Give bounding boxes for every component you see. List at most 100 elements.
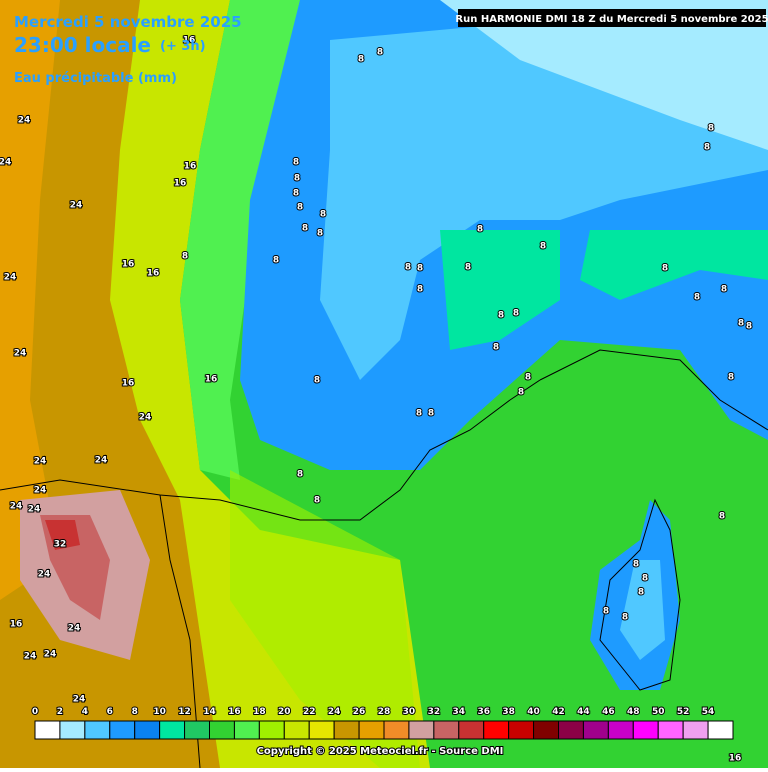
colorbar-label: 54 [702, 707, 715, 717]
contour-label: 24 [14, 349, 27, 359]
contour-label: 8 [297, 203, 303, 213]
colorbar-box [34, 720, 61, 740]
colorbar-box [358, 720, 385, 740]
colorbar-label: 20 [278, 707, 291, 717]
contour-label: 8 [708, 124, 714, 134]
colorbar-label: 40 [527, 707, 540, 717]
time-title: 23:00 locale [14, 33, 151, 57]
colorbar-box [558, 720, 584, 740]
colorbar-label: 8 [132, 707, 138, 717]
contour-label: 16 [147, 269, 160, 279]
contour-label: 8 [719, 512, 725, 522]
contour-label: 8 [358, 55, 364, 65]
contour-label: 24 [18, 116, 31, 126]
colorbar-box [258, 720, 285, 740]
contour-label: 24 [28, 505, 41, 515]
contour-label: 24 [10, 502, 23, 512]
colorbar-label: 32 [428, 707, 441, 717]
contour-label: 8 [477, 225, 483, 235]
contour-label: 16 [174, 179, 187, 189]
contour-label: 8 [738, 319, 744, 329]
contour-label: 16 [183, 36, 196, 46]
coastlines [0, 349, 768, 769]
contour-label: 8 [493, 343, 499, 353]
colorbar-label: 24 [328, 707, 341, 717]
colorbar-box [109, 720, 136, 740]
colorbar-box [657, 720, 684, 740]
contour-label: 24 [95, 456, 108, 466]
colorbar-box [333, 720, 360, 740]
contour-label: 8 [728, 373, 734, 383]
colorbar-label: 28 [378, 707, 391, 717]
contour-label: 24 [24, 652, 37, 662]
colorbar-label: 26 [353, 707, 366, 717]
contour-label: 8 [314, 496, 320, 506]
colorbar-label: 0 [32, 707, 38, 717]
colorbar-label: 12 [178, 707, 191, 717]
colorbar-box [283, 720, 310, 740]
colorbar-label: 18 [253, 707, 266, 717]
colorbar-label: 4 [82, 707, 88, 717]
contour-label: 8 [498, 311, 504, 321]
colorbar-box [209, 720, 235, 740]
colorbar-label: 22 [303, 707, 316, 717]
colorbar-box [483, 720, 510, 740]
contour-label: 24 [34, 486, 47, 496]
contour-label: 8 [320, 210, 326, 220]
colorbar-box [508, 720, 535, 740]
colorbar-box [59, 720, 86, 740]
colorbar-box [84, 720, 111, 740]
date-title: Mercredi 5 novembre 2025 [14, 13, 242, 31]
contour-label: 8 [746, 322, 752, 332]
colorbar-label: 14 [203, 707, 216, 717]
contour-label: 24 [34, 457, 47, 467]
colorbar-box [383, 720, 410, 740]
contour-label: 24 [70, 201, 83, 211]
contour-label: 24 [44, 650, 57, 660]
contour-label: 8 [417, 264, 423, 274]
contour-label: 24 [73, 695, 86, 705]
contour-label: 8 [428, 409, 434, 419]
colorbar-label: 6 [107, 707, 113, 717]
contour-label: 8 [540, 242, 546, 252]
colorbar-label: 42 [552, 707, 565, 717]
colorbar-label: 46 [602, 707, 615, 717]
run-info: Run HARMONIE DMI 18 Z du Mercredi 5 nove… [455, 14, 768, 25]
colorbar-label: 36 [477, 707, 490, 717]
colorbar-box [433, 720, 460, 740]
contour-label: 8 [513, 309, 519, 319]
contour-label: 16 [184, 162, 197, 172]
contour-label: 16 [10, 620, 23, 630]
colorbar-label: 34 [453, 707, 466, 717]
colorbar-box [632, 720, 659, 740]
colorbar-label: 10 [153, 707, 166, 717]
colorbar-box [707, 720, 734, 740]
contour-label: 16 [205, 375, 218, 385]
colorbar-box [184, 720, 210, 740]
contour-label: 8 [416, 409, 422, 419]
field-name: Eau précipitable (mm) [14, 71, 177, 86]
title-block: Mercredi 5 novembre 2025 23:00 locale (+… [14, 13, 242, 86]
contour-label: 8 [297, 470, 303, 480]
contour-label: 8 [642, 574, 648, 584]
contour-label: 8 [662, 264, 668, 274]
contour-label: 8 [417, 285, 423, 295]
colorbar-box [233, 720, 260, 740]
colorbar: 0 2 4 6 8 10 12 14 16 18 20 22 24 26 28 30 32 34 36 38 40 42 4… [31, 706, 734, 740]
run-box [458, 9, 766, 27]
contour-label: 8 [405, 263, 411, 273]
contour-label: 24 [38, 570, 51, 580]
contour-label: 24 [139, 413, 152, 423]
colorbar-box [134, 720, 161, 740]
contour-label: 8 [622, 613, 628, 623]
contour-label: 8 [465, 263, 471, 273]
copyright: Copyright © 2025 Meteociel.fr - Source D… [257, 746, 504, 757]
contour-label: 8 [294, 174, 300, 184]
contour-label: 8 [293, 158, 299, 168]
contour-label: 8 [317, 229, 323, 239]
time-offset: (+ 3h) [160, 39, 206, 54]
colorbar-box [682, 720, 709, 740]
contour-label: 8 [694, 293, 700, 303]
